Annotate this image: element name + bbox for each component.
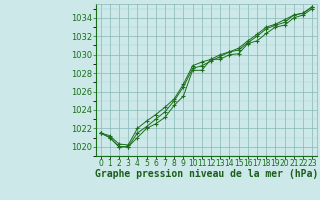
X-axis label: Graphe pression niveau de la mer (hPa): Graphe pression niveau de la mer (hPa) xyxy=(95,169,318,179)
